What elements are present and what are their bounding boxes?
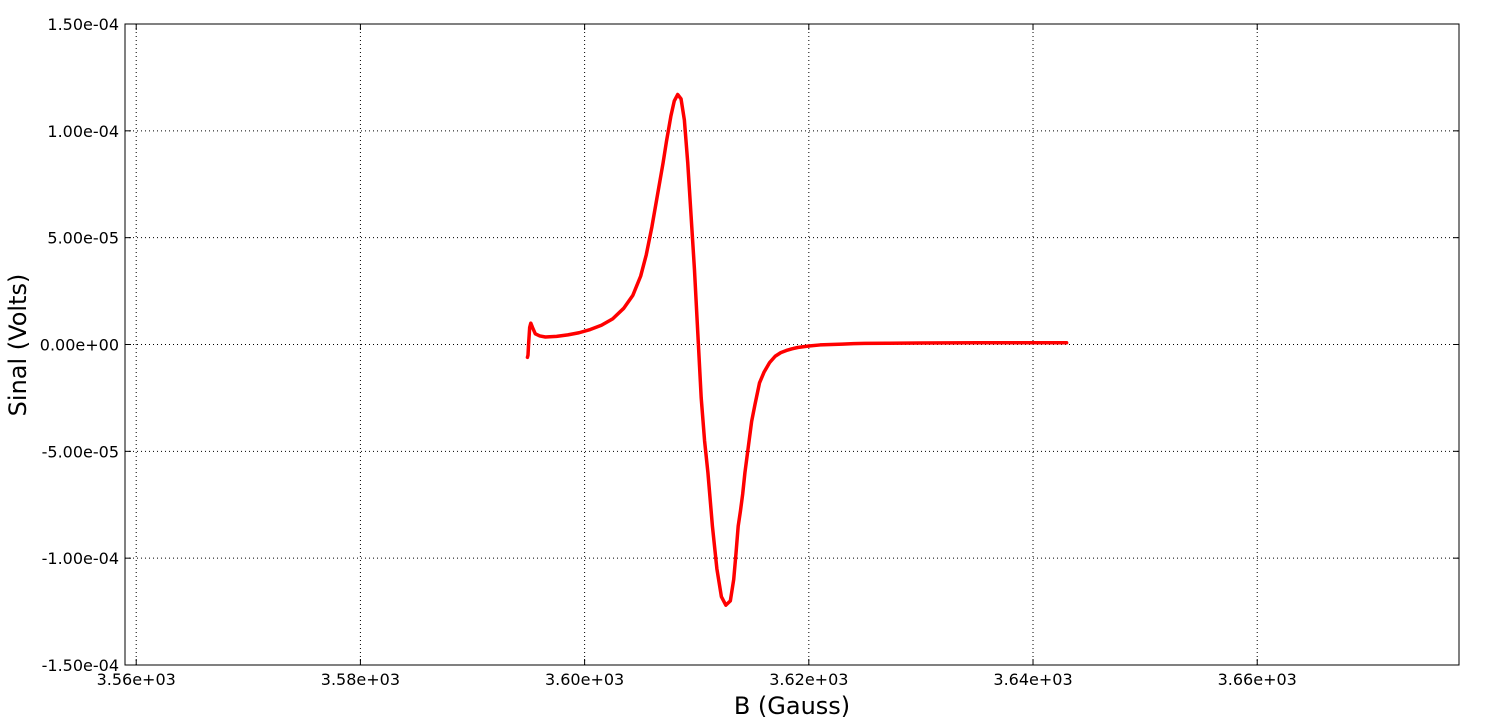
y-tick-label: -1.00e-04 <box>42 549 119 568</box>
x-axis-ticks: 3.56e+03 3.58e+03 3.60e+03 3.62e+03 3.64e+03… <box>97 24 1297 689</box>
y-axis-ticks: 1.50e-04 1.00e-04 5.00e-05 0.00e+00 -5.00e-0… <box>40 15 1459 675</box>
x-tick-label: 3.56e+03 <box>97 670 176 689</box>
y-tick-label: 5.00e-05 <box>47 229 119 248</box>
plot-area <box>125 24 1459 665</box>
y-tick-label: 0.00e+00 <box>40 336 119 355</box>
x-tick-label: 3.62e+03 <box>769 670 848 689</box>
series-layer <box>525 92 1069 607</box>
y-tick-label: 1.00e-04 <box>47 122 119 141</box>
x-axis-title: B (Gauss) <box>734 692 850 720</box>
series-line <box>525 92 1069 607</box>
x-tick-label: 3.58e+03 <box>321 670 400 689</box>
x-tick-label: 3.60e+03 <box>545 670 624 689</box>
x-tick-label: 3.66e+03 <box>1218 670 1297 689</box>
x-tick-label: 3.64e+03 <box>993 670 1072 689</box>
y-axis-title: Sinal (Volts) <box>4 274 32 417</box>
y-tick-label: -1.50e-04 <box>42 656 119 675</box>
y-tick-label: 1.50e-04 <box>47 15 119 34</box>
y-tick-label: -5.00e-05 <box>42 442 119 461</box>
